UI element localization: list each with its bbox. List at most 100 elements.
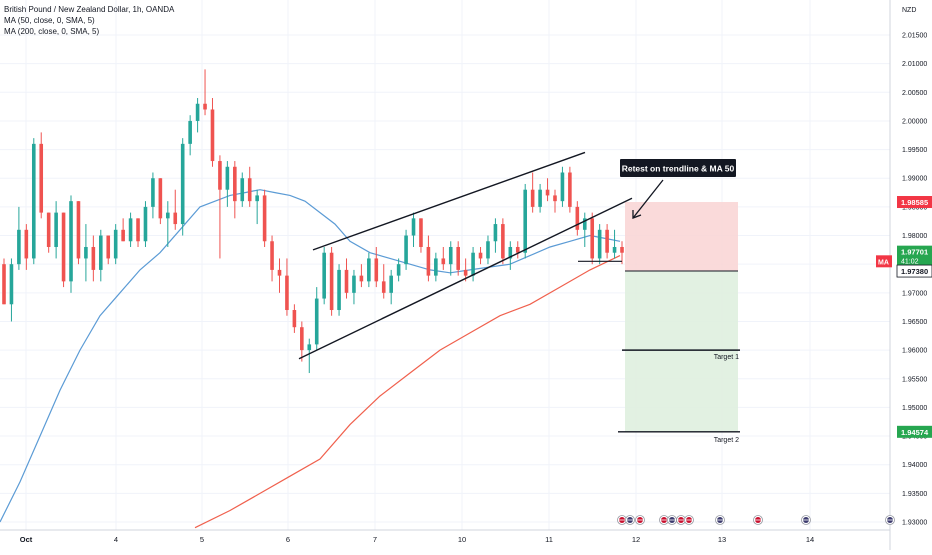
candle-body xyxy=(590,218,595,259)
candle-body xyxy=(352,275,356,293)
candle xyxy=(411,212,416,247)
channel-upper-trendline xyxy=(312,151,586,251)
current-price-label: 1.97701 xyxy=(901,248,928,257)
candle xyxy=(486,235,490,265)
ma-50-layer xyxy=(0,189,621,523)
candle xyxy=(538,183,542,213)
candle xyxy=(515,241,520,259)
candle xyxy=(128,212,133,247)
legend: British Pound / New Zealand Dollar, 1h, … xyxy=(4,4,174,37)
candle-body xyxy=(441,258,446,265)
y-tick-label: 1.97000 xyxy=(902,290,927,297)
event-flag-icon xyxy=(801,515,811,525)
candle-body xyxy=(396,264,401,276)
x-tick-label: Oct xyxy=(20,535,33,544)
candle xyxy=(76,201,81,265)
candle xyxy=(24,224,29,270)
stop-price-label: 1.98585 xyxy=(901,198,928,207)
x-tick-label: 5 xyxy=(200,535,204,544)
candle xyxy=(106,235,111,265)
candle xyxy=(352,269,356,305)
x-axis-labels: Oct 4 5 6 7 10 11 12 13 14 xyxy=(20,535,814,544)
candle xyxy=(434,252,438,282)
annotation-box xyxy=(620,159,736,177)
candle xyxy=(381,264,386,299)
candle-body xyxy=(24,229,29,259)
candle xyxy=(2,258,6,305)
candle-body xyxy=(426,246,431,276)
candle-body xyxy=(523,189,528,253)
candle xyxy=(448,241,453,276)
y-tick-label: 2.01500 xyxy=(902,33,927,40)
legend-title[interactable]: British Pound / New Zealand Dollar, 1h, … xyxy=(4,5,175,14)
candle xyxy=(218,155,222,259)
y-tick-label: 1.94000 xyxy=(902,462,927,469)
stop-price-label-bg xyxy=(897,196,932,209)
candle xyxy=(292,304,297,333)
event-flag-icon xyxy=(667,515,677,525)
currency-label: NZD xyxy=(902,7,916,14)
drawings-layer: Target 1 Target 2 Retest on trendline & MA… xyxy=(298,151,740,444)
candle-body xyxy=(411,218,416,236)
target-2-label: Target 2 xyxy=(714,437,739,444)
candle xyxy=(9,258,14,322)
candle xyxy=(166,201,170,247)
candle-body xyxy=(46,212,51,247)
candle-body xyxy=(61,212,66,282)
candle-body xyxy=(501,224,505,259)
candle xyxy=(225,161,230,207)
candle xyxy=(419,218,423,253)
candle xyxy=(113,224,118,265)
candle-body xyxy=(84,246,88,259)
candle-body xyxy=(106,235,111,259)
y-tick-label: 2.00000 xyxy=(902,118,927,125)
x-tick-label: 14 xyxy=(806,535,814,544)
candle xyxy=(173,189,178,230)
candle xyxy=(501,218,505,265)
annotation-arrow-head xyxy=(632,210,642,219)
x-tick-label: 7 xyxy=(373,535,377,544)
candle-body xyxy=(329,252,334,311)
candle-body xyxy=(307,344,312,351)
current-price-bg xyxy=(897,245,932,268)
candle-body xyxy=(143,206,148,242)
event-flag-icon xyxy=(684,515,694,525)
candle xyxy=(314,287,319,351)
annotation-text: Retest on trendline & MA 50 xyxy=(622,164,735,174)
candle-body xyxy=(166,212,170,219)
candle-body xyxy=(568,172,572,207)
y-tick-label: 1.99000 xyxy=(902,176,927,183)
y-tick-label: 1.95000 xyxy=(902,405,927,412)
candle xyxy=(195,98,200,133)
candle-body xyxy=(128,218,133,242)
y-tick-label: 1.93000 xyxy=(902,520,927,527)
candle xyxy=(121,218,125,242)
candle-body xyxy=(210,109,215,162)
x-tick-label: 4 xyxy=(114,535,118,544)
candle-body xyxy=(292,310,297,328)
candle xyxy=(233,161,237,219)
annotation-arrow xyxy=(632,179,664,219)
candle xyxy=(605,224,609,259)
legend-ma200[interactable]: MA (200, close, 0, SMA, 5) xyxy=(4,27,100,36)
y-tick-label: 1.98000 xyxy=(902,233,927,240)
candle-body xyxy=(225,166,230,190)
candle-body xyxy=(434,258,438,276)
candle xyxy=(91,235,96,282)
event-flag-icon xyxy=(676,515,686,525)
candle-body xyxy=(381,281,386,293)
legend-ma50[interactable]: MA (50, close, 0, SMA, 5) xyxy=(4,16,95,25)
candle xyxy=(553,189,557,213)
target2-price-label-bg xyxy=(897,425,932,438)
candle xyxy=(270,235,274,282)
candle-body xyxy=(575,206,580,230)
candle xyxy=(46,212,51,253)
candle-body xyxy=(31,143,36,259)
candle xyxy=(54,201,58,259)
entry-price-bg xyxy=(896,264,932,278)
event-icons xyxy=(617,515,895,525)
candle xyxy=(300,321,304,362)
candle xyxy=(568,166,572,213)
candle xyxy=(612,229,617,259)
